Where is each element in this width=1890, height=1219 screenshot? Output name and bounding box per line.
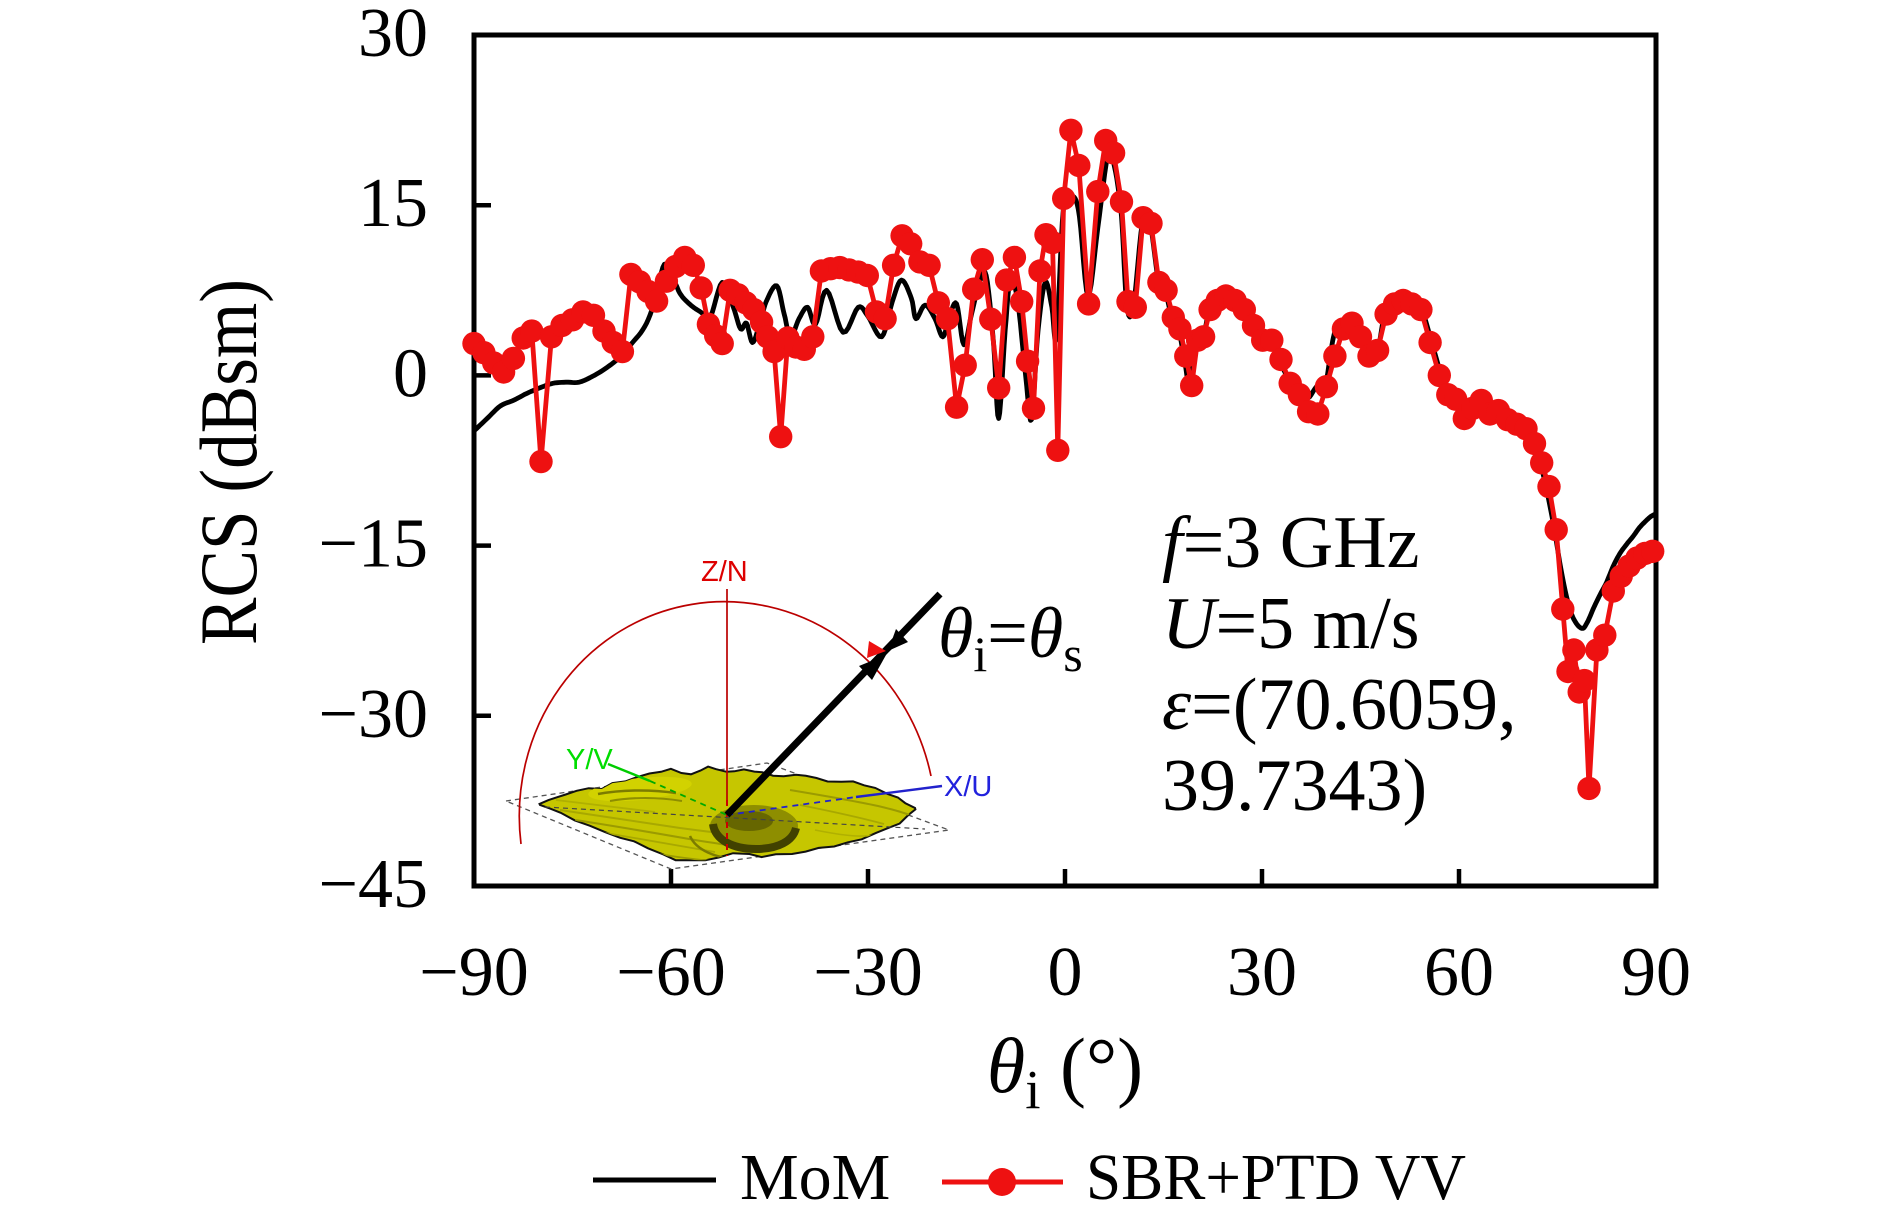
svg-text:MoM: MoM	[740, 1141, 890, 1214]
svg-text:30: 30	[1227, 934, 1297, 1011]
svg-text:−90: −90	[419, 934, 528, 1011]
svg-text:θi (°): θi (°)	[987, 1022, 1143, 1120]
svg-text:RCS (dBsm): RCS (dBsm)	[183, 279, 274, 645]
svg-text:ε=(70.6059,: ε=(70.6059,	[1162, 664, 1517, 746]
svg-text:39.7343): 39.7343)	[1162, 745, 1427, 827]
svg-text:15: 15	[358, 165, 428, 242]
svg-text:Y/V: Y/V	[566, 744, 613, 776]
svg-text:−30: −30	[319, 676, 428, 753]
svg-text:−30: −30	[813, 934, 922, 1011]
svg-text:−15: −15	[319, 506, 428, 583]
svg-text:−60: −60	[616, 934, 725, 1011]
svg-text:90: 90	[1621, 934, 1691, 1011]
svg-text:0: 0	[393, 335, 428, 412]
svg-text:60: 60	[1424, 934, 1494, 1011]
svg-text:Z/N: Z/N	[701, 556, 748, 588]
svg-text:X/U: X/U	[944, 771, 992, 803]
svg-text:0: 0	[1048, 934, 1083, 1011]
svg-text:θi=θs: θi=θs	[938, 593, 1083, 682]
svg-text:U=5 m/s: U=5 m/s	[1162, 583, 1420, 665]
svg-text:f=3 GHz: f=3 GHz	[1162, 502, 1420, 584]
svg-text:30: 30	[358, 0, 428, 72]
svg-text:SBR+PTD VV: SBR+PTD VV	[1086, 1141, 1466, 1214]
svg-text:−45: −45	[319, 846, 428, 923]
